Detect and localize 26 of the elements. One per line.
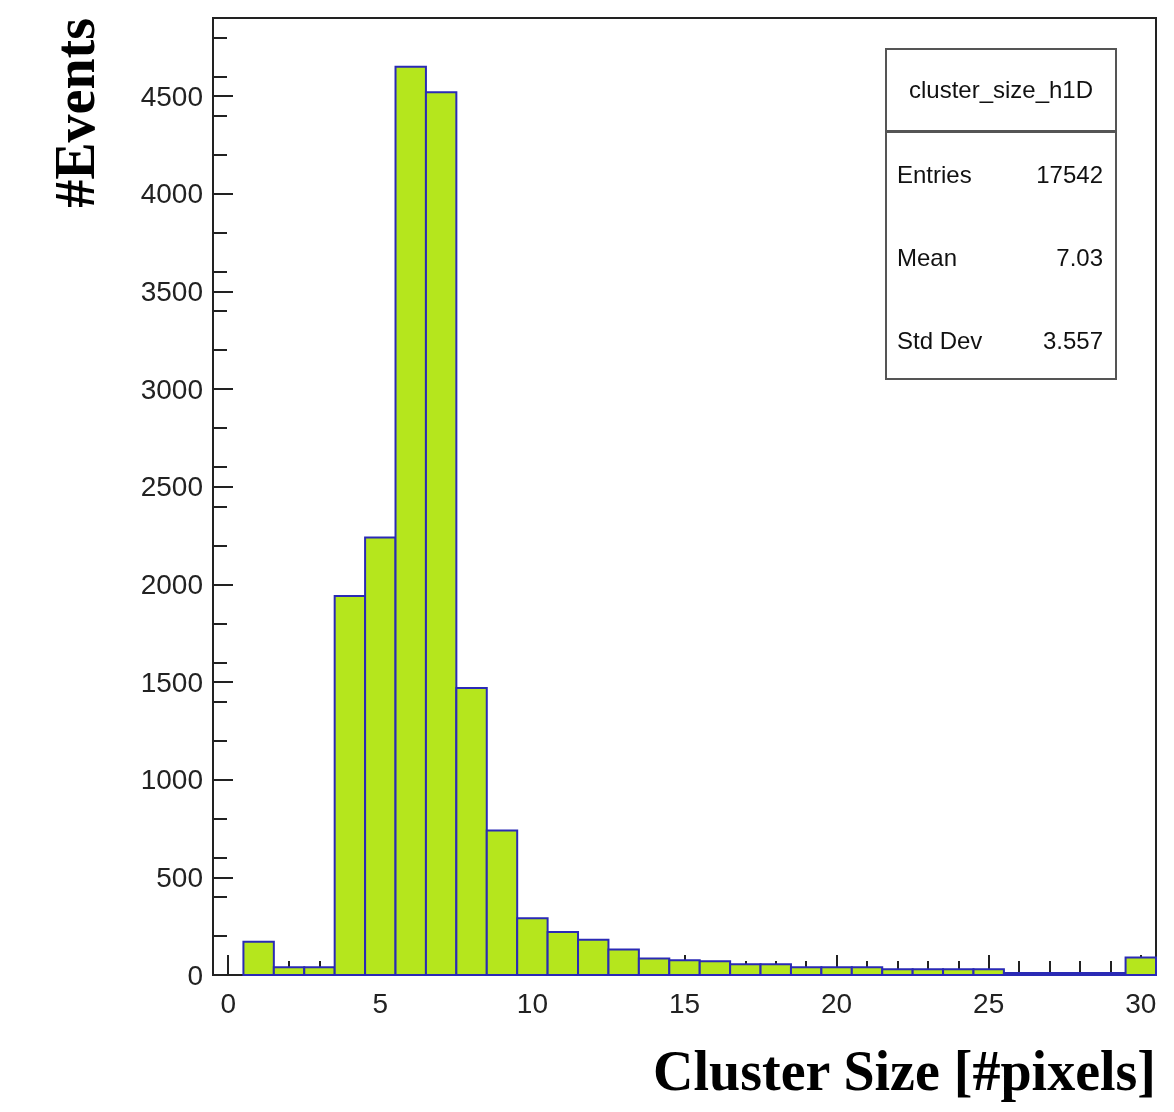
y-tick-label: 1000 [140,764,203,796]
y-tick-label: 500 [156,861,203,893]
y-tick-label: 1500 [140,666,203,698]
annotation: 3.557 [1042,326,1103,356]
annotation: cluster_size_h1D [887,50,1115,133]
x-tick-label: 20 [821,987,853,1019]
x-tick-label: 15 [668,987,701,1019]
x-tick-label: 25 [973,987,1005,1019]
x-tick-label: 30 [1125,987,1157,1019]
y-tick-label: 3000 [140,373,203,405]
annotation: Std Dev [897,326,983,356]
y-tick-label: 2500 [140,471,203,503]
y-tick-label: 4000 [140,178,203,210]
annotation: Mean [897,243,958,273]
y-tick-label: 3500 [140,275,203,307]
x-tick-label: 5 [372,987,389,1019]
annotation: Entries [897,160,972,190]
x-tick-label: 10 [516,987,548,1019]
y-axis-title: #Events [44,18,106,208]
annotation: 17542 [1036,160,1103,190]
y-tick-label: 2000 [140,568,203,600]
x-axis-title: Cluster Size [#pixels] [653,1040,1156,1102]
y-tick-label: 0 [187,959,203,991]
x-tick-label: 0 [220,987,236,1019]
annotation: 7.03 [1056,243,1103,273]
y-tick-label: 4500 [140,80,203,112]
